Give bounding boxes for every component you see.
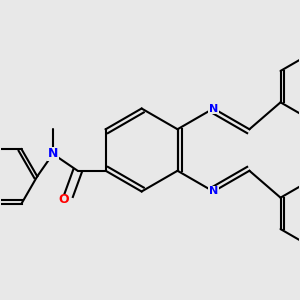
Text: N: N [48,147,58,161]
Text: O: O [59,194,70,206]
Text: N: N [209,103,218,113]
Text: N: N [209,187,218,196]
